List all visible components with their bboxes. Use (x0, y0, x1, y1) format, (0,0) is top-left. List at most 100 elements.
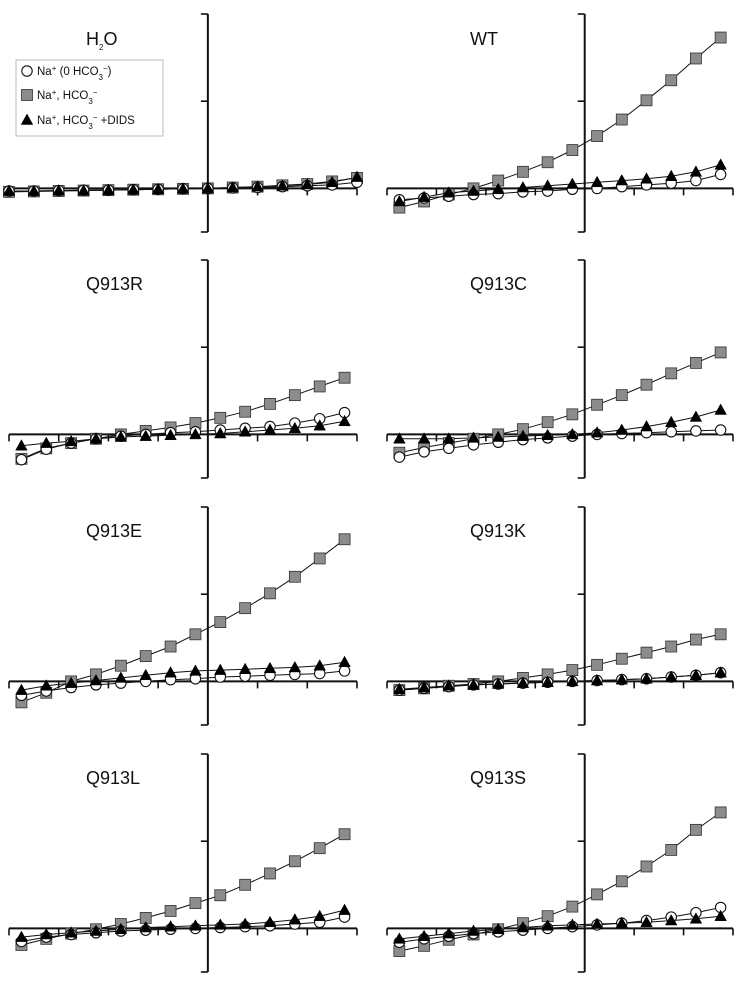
data-point-triangle (189, 919, 202, 931)
data-point-triangle (238, 425, 252, 437)
data-point-triangle (516, 676, 530, 688)
data-point-triangle (164, 920, 177, 932)
data-point-triangle (151, 182, 165, 195)
data-point-triangle (541, 428, 554, 441)
data-point-triangle (114, 671, 128, 683)
data-point-square (189, 897, 202, 910)
data-point-square (714, 346, 727, 359)
data-point-triangle (338, 903, 351, 915)
data-point-triangle (417, 432, 431, 444)
data-point-triangle (64, 434, 78, 447)
data-point-triangle (288, 913, 302, 925)
data-point-triangle (467, 184, 480, 196)
data-point-circle (690, 425, 702, 437)
data-point-triangle (313, 659, 326, 671)
data-point-triangle (640, 172, 653, 184)
data-point-square (615, 875, 628, 888)
data-point-triangle (139, 429, 152, 441)
data-point-square (139, 650, 152, 663)
data-point-circle (443, 442, 455, 455)
data-point-square (214, 616, 227, 629)
data-point-square (591, 130, 603, 142)
legend: Na+ (0 HCO3−) Na+, HCO3− Na+, HCO3− +DIDS (15, 59, 164, 137)
data-point-triangle (491, 677, 505, 689)
data-point-triangle (566, 177, 579, 189)
data-point-triangle (516, 921, 530, 933)
data-point-triangle (288, 421, 302, 434)
data-point-triangle (251, 180, 264, 192)
data-point-square (288, 570, 301, 583)
panel-g: Q913L (8, 753, 358, 973)
data-point-triangle (338, 414, 351, 427)
data-point-square (517, 165, 529, 178)
data-point-triangle (2, 184, 16, 196)
data-point-triangle (27, 184, 41, 196)
data-point-triangle (714, 403, 727, 415)
data-point-triangle (393, 194, 406, 207)
data-point-triangle (566, 674, 579, 687)
data-point-triangle (114, 430, 128, 442)
data-point-triangle (189, 427, 202, 440)
data-point-circle (338, 665, 351, 677)
data-point-square (239, 405, 252, 418)
data-point-triangle (77, 184, 90, 196)
data-point-triangle (541, 675, 554, 688)
data-point-square (714, 31, 727, 44)
data-point-square (714, 628, 727, 641)
data-point-triangle (288, 660, 302, 673)
data-point-triangle (393, 432, 406, 444)
data-point-triangle (214, 918, 227, 930)
data-point-triangle (164, 428, 177, 441)
data-point-triangle (442, 432, 456, 444)
data-point-triangle (15, 439, 28, 451)
data-point-triangle (689, 668, 703, 681)
panel-title: Q913E (86, 521, 142, 541)
data-point-triangle (417, 680, 431, 693)
data-point-triangle (102, 183, 115, 195)
data-point-square (338, 371, 351, 384)
data-point-triangle (566, 918, 579, 930)
panel-a: H2O (2, 13, 364, 233)
data-point-square (591, 888, 603, 901)
data-point-triangle (15, 683, 28, 695)
legend-label: Na+ (0 HCO3−) (37, 64, 112, 82)
data-point-square (615, 113, 628, 126)
data-point-triangle (664, 670, 678, 682)
data-point-triangle (590, 426, 604, 438)
data-point-triangle (164, 666, 177, 678)
data-point-triangle (714, 909, 727, 921)
data-point-square (615, 652, 628, 665)
data-point-triangle (590, 175, 604, 188)
data-point-square (640, 646, 653, 659)
data-point-triangle (640, 915, 653, 928)
data-point-triangle (338, 655, 351, 667)
data-point-triangle (64, 676, 78, 688)
data-point-triangle (214, 427, 227, 439)
data-point-triangle (40, 436, 53, 448)
data-point-square (338, 533, 351, 546)
data-point-square (313, 380, 326, 393)
data-point-triangle (176, 182, 190, 194)
data-point-triangle (442, 679, 456, 691)
data-point-square (566, 144, 579, 156)
panel-title: Q913S (470, 768, 526, 788)
data-point-triangle (263, 915, 277, 928)
data-point-triangle (15, 930, 28, 942)
data-point-triangle (467, 431, 480, 443)
data-point-triangle (442, 186, 456, 198)
data-point-triangle (226, 181, 239, 193)
data-point-triangle (189, 664, 202, 676)
data-point-triangle (276, 179, 289, 191)
data-point-triangle (664, 415, 678, 427)
data-point-triangle (238, 917, 252, 929)
data-point-triangle (615, 673, 629, 685)
data-point-triangle (640, 420, 653, 432)
data-point-triangle (40, 927, 53, 940)
data-point-square (288, 389, 301, 402)
data-point-square (164, 905, 177, 917)
data-point-triangle (52, 184, 65, 196)
panel-title: Q913C (470, 274, 527, 294)
data-point-square (264, 397, 276, 410)
